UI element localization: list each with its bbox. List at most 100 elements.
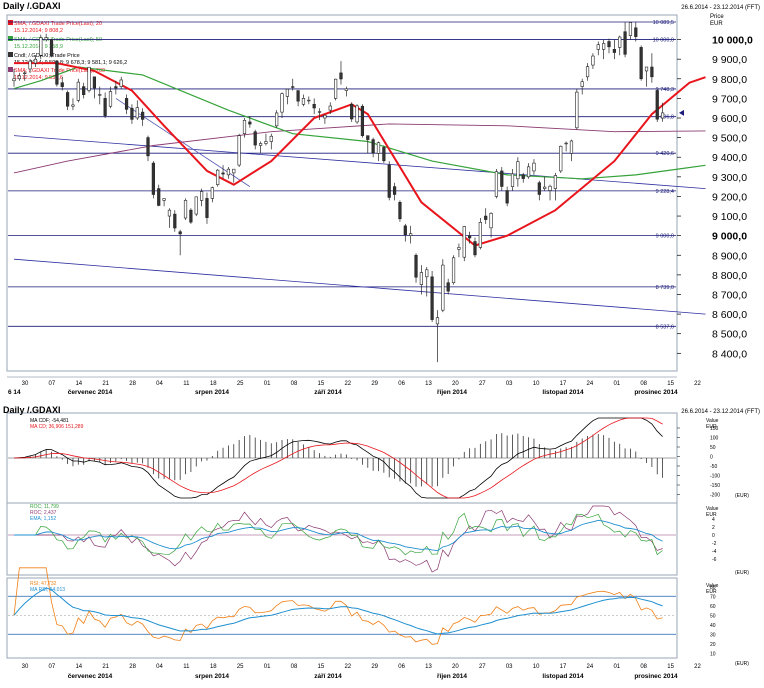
- candle-body: [135, 107, 139, 119]
- candle-body: [575, 91, 579, 129]
- candle-body: [500, 170, 504, 187]
- main-month-label: srpen 2014: [195, 389, 229, 396]
- candle-body: [221, 172, 225, 175]
- bottom-x-tick: 27: [479, 664, 486, 670]
- hline-label: 10 089,5: [653, 20, 674, 26]
- candle-body: [44, 37, 48, 40]
- candle-body: [628, 22, 633, 36]
- candle-body: [371, 139, 375, 154]
- candle-body: [253, 131, 257, 146]
- roc-y-tick: -6: [712, 557, 717, 563]
- bottom-month-label: srpen 2014: [195, 673, 229, 680]
- candle-body: [559, 145, 563, 172]
- y-tick-label: 8 400,0: [712, 348, 747, 360]
- macd-legend-1: MA CDF; -54,481: [30, 418, 69, 424]
- candle-body: [194, 196, 198, 215]
- main-x-tick: 11: [183, 381, 190, 387]
- legend-sma50-label: SMA; /.GDAXI Trade Price(Last); 50: [14, 37, 102, 43]
- y-tick-label: 10 000,0: [712, 35, 753, 47]
- legend-sma200-value: 15.12.2014; 9 533,6: [14, 75, 63, 81]
- candle-body: [419, 272, 423, 285]
- legend-candle-value: 15.12.2014; 9 599,8; 9 678,3; 9 581,1; 9…: [14, 60, 127, 66]
- legend-sma20-value: 15.12.2014; 9 808,2: [14, 28, 63, 34]
- candle-body: [17, 75, 21, 80]
- main-x-tick: 30: [22, 381, 29, 387]
- bottom-x-tick: 06: [398, 664, 405, 670]
- rsi-y-tick: 10: [710, 651, 716, 657]
- candle-body: [92, 76, 97, 89]
- candle-body: [623, 31, 627, 55]
- roc-y-tick: -2: [712, 541, 717, 547]
- macd-signal-line: [13, 417, 663, 499]
- candle-body: [275, 112, 279, 127]
- candle-body: [130, 107, 134, 120]
- macd-line: [13, 417, 663, 499]
- y-tick-label: 9 800,0: [712, 74, 747, 86]
- rsi-value-title: Value: [706, 583, 719, 589]
- macd-legend-2: MA CD; 36,906 151,289: [30, 424, 84, 430]
- main-x-tick: 14: [75, 381, 82, 387]
- chart-title: Daily /.GDAXI: [3, 1, 61, 11]
- candle-body: [596, 44, 600, 50]
- rsi-y-tick: 70: [710, 594, 716, 600]
- bottom-x-tick: 14: [75, 664, 82, 670]
- hline-label: 9 000,0: [656, 234, 674, 240]
- rsi-y-tick: 60: [710, 604, 716, 610]
- candle-body: [146, 137, 150, 157]
- candle-body: [607, 41, 611, 48]
- main-month-label: září 2014: [314, 389, 342, 396]
- roc-line-2: [14, 512, 663, 556]
- macd-y-tick: -100: [710, 474, 720, 480]
- bottom-x-tick: 01: [264, 664, 271, 670]
- candle-body: [108, 91, 113, 107]
- macd-y-tick: 100: [710, 436, 719, 442]
- roc-ema-line: [14, 519, 663, 552]
- candle-body: [441, 264, 445, 311]
- date-axis: 30 07 14 21 28 04 11 18 25 01 08 15 22 29 06 13 20 27 03 10…: [7, 376, 701, 680]
- candle-body: [655, 90, 659, 120]
- candle-body: [119, 79, 123, 87]
- candle-body: [451, 257, 456, 284]
- bottom-month-label: prosinec 2014: [634, 673, 678, 680]
- candle-body: [205, 198, 209, 218]
- candle-body: [189, 209, 193, 223]
- macd-value-unit: EUR: [706, 424, 717, 430]
- y-tick-label: 8 800,0: [712, 270, 747, 282]
- bottom-x-tick: 24: [587, 664, 594, 670]
- legend-candle-label: Cndl; /.GDAXI; Trade Price: [14, 53, 80, 59]
- candle-body: [425, 269, 429, 278]
- candle-body: [328, 105, 332, 111]
- y-tick-label: 9 100,0: [712, 211, 747, 223]
- candle-body: [360, 105, 365, 136]
- candle-body: [612, 49, 616, 53]
- macd-y-tick: -150: [710, 483, 720, 489]
- hline-label: 8 537,6: [656, 324, 674, 330]
- candle-body: [334, 78, 338, 99]
- bottom-x-tick: 15: [318, 664, 325, 670]
- candle-body: [167, 209, 172, 217]
- candle-body: [339, 72, 343, 80]
- main-month-label: prosinec 2014: [634, 389, 678, 396]
- y-tick-label: 9 600,0: [712, 113, 747, 125]
- y-tick-label: 9 700,0: [712, 93, 747, 105]
- candle-body: [382, 147, 386, 162]
- macd-y-tick: -50: [710, 464, 717, 470]
- bottom-x-tick: 28: [129, 664, 136, 670]
- hline-label: 9 420,6: [656, 151, 674, 157]
- roc-value-title: Value: [706, 506, 719, 512]
- candle-body: [660, 112, 665, 119]
- candle-body: [307, 99, 311, 102]
- legend-swatch-sma200: [8, 67, 13, 72]
- candle-body: [264, 141, 268, 144]
- candle-body: [216, 169, 220, 185]
- hline-label: 8 739,0: [656, 285, 674, 291]
- candle-body: [248, 121, 252, 125]
- main-x-tick: 24: [587, 381, 594, 387]
- candle-body: [462, 226, 466, 258]
- candle-body: [591, 55, 595, 66]
- candle-body: [521, 174, 525, 179]
- moving-averages: [13, 62, 706, 247]
- main-x-tick: 20: [452, 381, 459, 387]
- macd-y-tick: 0: [710, 455, 713, 461]
